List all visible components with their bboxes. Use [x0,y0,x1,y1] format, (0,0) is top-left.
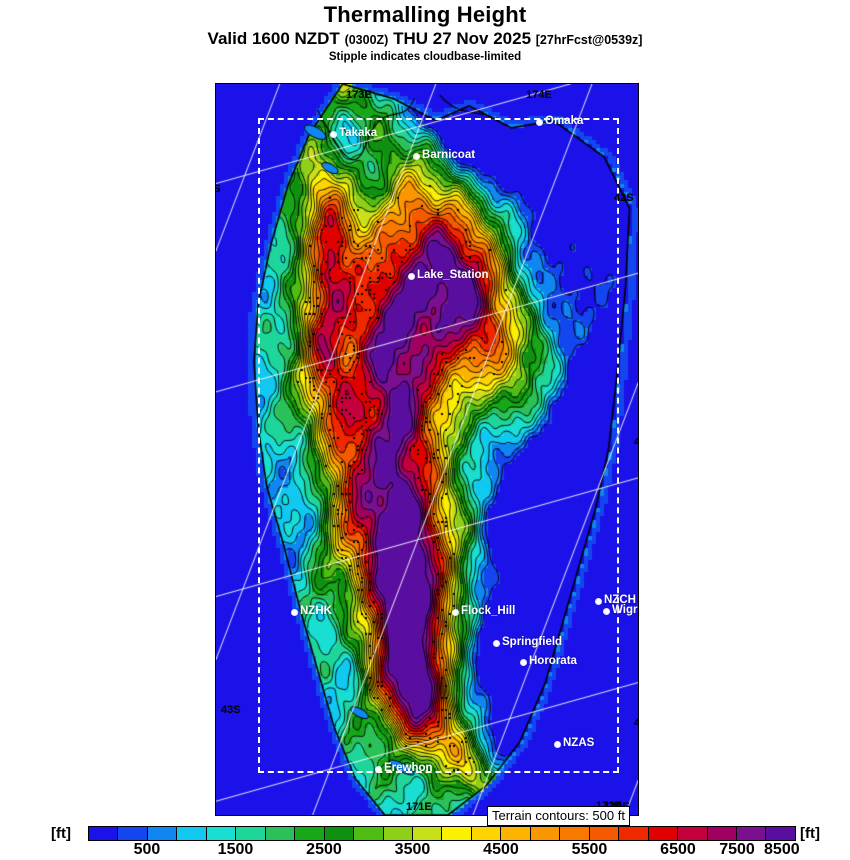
colorbar-tick-1500: 1500 [217,841,254,858]
station-label: Takaka [339,127,378,139]
station-label: NZCH [604,594,636,606]
station-label: Flock_Hill [461,605,516,617]
graticule-label-174E-1: 174E [526,89,552,101]
colorbar-swatch-17 [589,827,620,840]
station-dot-icon [604,609,609,614]
station-label: Lake_Station [417,269,489,281]
stipple-note: Stipple indicates cloudbase-limited [328,51,522,63]
station-label: Omaka [545,115,584,127]
station-dot-icon [521,660,526,665]
station-label: Wigram [612,604,638,616]
station-label: NZHK [300,605,332,617]
station-dot-icon [555,742,560,747]
colorbar-swatch-21 [707,827,737,840]
forecast-map[interactable]: 173E174E41S42S42S43S43S44S171E172E172E T… [215,83,639,816]
colorbar-tick-2500: 2500 [306,841,342,858]
colorbar-swatch-14 [501,827,531,840]
colorbar-unit-right: [ft] [800,825,820,842]
station-dot-icon [453,610,458,615]
colorbar-swatch-6 [265,827,296,840]
station-dot-icon [376,767,381,772]
page-title: Thermalling Height [323,2,527,27]
terrain-contour-legend: Terrain contours: 500 ft [487,806,630,826]
graticule-label-173E-0: 173E [346,89,372,101]
station-label: Barnicoat [422,149,476,161]
colorbar-swatch-15 [530,827,561,840]
colorbar-tick-7500: 7500 [719,841,755,858]
graticule-label-41S-2: 41S [216,183,221,195]
station-dot-icon [414,154,419,159]
lat-lon-graticule [216,84,638,815]
colorbar-swatch-2 [147,827,178,840]
colorbar-block: [ft] [ft] 500 1500 2500 3500 4500 5500 6500 750… [0,824,850,860]
graticule-label-43S-5: 43S [634,436,638,448]
graticule-canvas [216,84,638,815]
colorbar-tick-6500: 6500 [660,841,696,858]
colorbar-ticklabels: 500 1500 2500 3500 4500 5500 6500 7500 8500 [88,841,800,860]
station-dot-icon [409,274,414,279]
colorbar-swatch-8 [324,827,355,840]
station-dot-icon [494,641,499,646]
graticule-label-44S-7: 44S [634,717,638,729]
colorbar-swatch-10 [383,827,413,840]
colorbar-swatch-4 [206,827,237,840]
colorbar-swatch-16 [560,827,590,840]
colorbar-swatch-5 [236,827,266,840]
station-label: Erewhon [384,762,433,774]
colorbar-swatch-9 [354,827,384,840]
graticule-label-42S-4: 42S [614,192,634,204]
colorbar-scale[interactable] [88,826,796,841]
colorbar-swatch-20 [678,827,708,840]
colorbar-swatch-23 [766,827,795,840]
forecast-tag: [27hrFcst@0539z] [535,33,643,47]
station-label: Springfield [502,636,563,648]
colorbar-swatch-19 [648,827,679,840]
station-dot-icon [537,120,542,125]
valid-time-prefix: Valid 1600 NZDT [207,29,340,48]
colorbar-swatch-1 [118,827,148,840]
colorbar-tick-4500: 4500 [483,841,519,858]
graticule-label-171E-8: 171E [406,801,432,813]
colorbar-tick-8500: 8500 [764,841,800,858]
valid-time-line: Valid 1600 NZDT (0300Z) THU 27 Nov 2025 … [0,29,850,50]
colorbar-swatch-3 [177,827,207,840]
colorbar-swatch-0 [89,827,119,840]
colorbar-swatch-7 [295,827,325,840]
colorbar-tick-5500: 5500 [571,841,608,858]
colorbar-tick-500: 500 [133,841,161,858]
colorbar-tick-3500: 3500 [394,841,431,858]
forecast-domain-box [258,118,619,773]
station-dot-icon [292,610,297,615]
station-dot-icon [596,599,601,604]
colorbar-swatch-11 [412,827,443,840]
graticule-label-43S-6: 43S [221,704,241,716]
title-block: Thermalling Height Valid 1600 NZDT (0300… [0,0,850,64]
station-dot-icon [331,132,336,137]
station-label: Hororata [529,655,577,667]
colorbar-swatch-22 [736,827,767,840]
colorbar-swatch-18 [619,827,649,840]
colorbar-unit-left: [ft] [51,825,71,842]
valid-time-utc: (0300Z) [344,33,389,47]
colorbar-swatch-12 [442,827,472,840]
colorbar-swatch-13 [471,827,502,840]
valid-date: THU 27 Nov 2025 [393,29,532,48]
station-label: NZAS [563,737,595,749]
